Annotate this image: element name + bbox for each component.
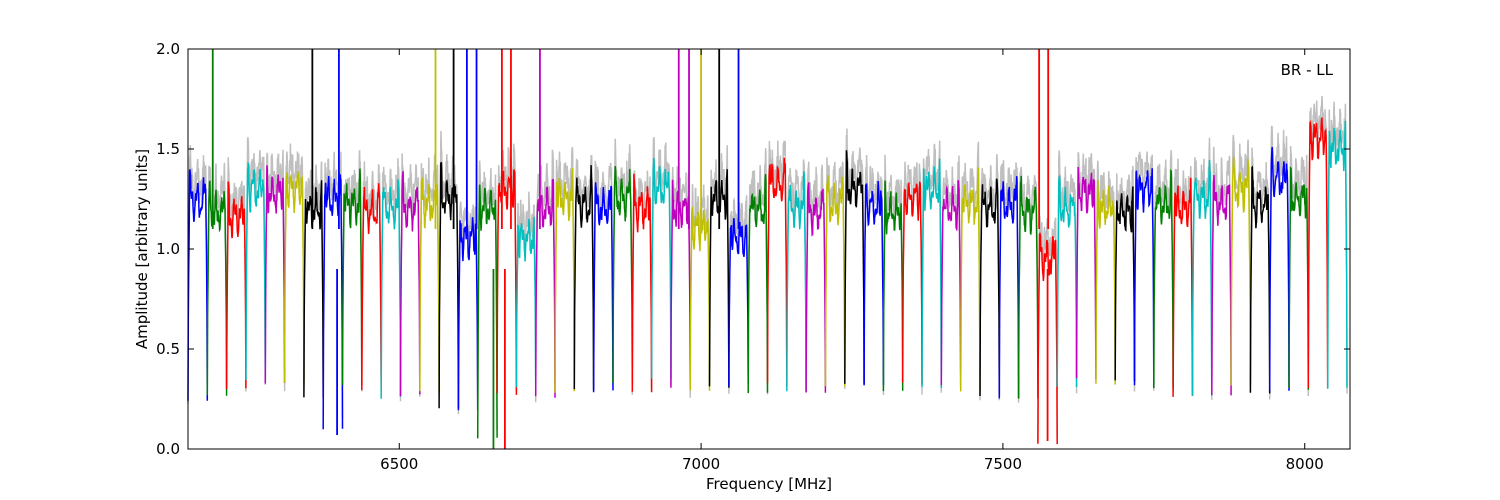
masked-series-line	[921, 140, 943, 395]
y-tick-label: 0.5	[156, 340, 180, 358]
series-line	[1211, 175, 1232, 396]
series-line	[225, 181, 247, 390]
series-line	[573, 165, 595, 390]
series-line	[1230, 156, 1252, 386]
series-line	[1307, 117, 1329, 389]
series-line	[476, 184, 498, 439]
series-line	[959, 167, 981, 392]
x-axis: 6500 7000 7500 8000	[380, 49, 1324, 473]
series-line	[728, 218, 749, 387]
series-line	[921, 158, 943, 389]
series-line	[1153, 168, 1174, 389]
y-tick-label: 2.0	[156, 40, 180, 58]
series-line	[380, 179, 402, 399]
series-line	[592, 182, 614, 393]
series-line	[670, 179, 691, 388]
series-line	[612, 165, 634, 384]
series-line	[187, 169, 209, 401]
x-axis-label: Frequency [MHz]	[706, 475, 832, 493]
masked-series-line	[786, 159, 807, 383]
series-line	[631, 173, 653, 393]
x-tick-label: 7000	[682, 455, 720, 473]
series-line	[341, 168, 363, 386]
series-line	[1075, 166, 1097, 380]
series-line	[206, 180, 228, 396]
series-line	[1017, 175, 1039, 399]
series-line	[824, 175, 846, 387]
y-tick-label: 0.0	[156, 440, 180, 458]
plot-annotation: BR - LL	[1281, 61, 1334, 79]
series-line	[1326, 120, 1348, 389]
series-line	[940, 180, 962, 386]
series-line	[766, 157, 788, 387]
series-line	[805, 182, 827, 393]
series-line	[863, 180, 885, 386]
series-layer	[187, 117, 1348, 445]
series-line	[399, 171, 421, 397]
spike-layer	[211, 49, 1050, 449]
series-line	[496, 169, 518, 395]
series-line	[844, 150, 865, 384]
series-line	[747, 174, 769, 394]
series-line	[979, 178, 1001, 397]
y-tick-label: 1.0	[156, 240, 180, 258]
series-line	[1133, 168, 1155, 388]
series-line	[650, 157, 672, 379]
series-line	[515, 216, 537, 388]
series-line	[1249, 165, 1271, 394]
series-line	[361, 183, 382, 391]
series-line	[534, 178, 556, 398]
x-tick-label: 8000	[1286, 455, 1324, 473]
series-line	[1114, 186, 1136, 382]
series-line	[457, 217, 479, 411]
series-line	[689, 206, 711, 391]
series-line	[882, 180, 904, 392]
series-line	[438, 162, 460, 409]
y-tick-label: 1.5	[156, 140, 180, 158]
y-axis: 0.0 0.5 1.0 1.5 2.0	[156, 40, 1350, 458]
series-line	[1056, 174, 1078, 388]
series-line	[1191, 159, 1213, 396]
series-line	[264, 165, 286, 384]
series-line	[1172, 177, 1194, 397]
series-line	[901, 181, 923, 384]
series-line	[283, 170, 305, 384]
series-line	[1268, 146, 1290, 392]
series-line	[786, 171, 807, 392]
series-line	[998, 176, 1020, 399]
x-tick-label: 6500	[380, 455, 418, 473]
x-tick-label: 7500	[984, 455, 1022, 473]
series-line	[1095, 180, 1116, 385]
series-line	[303, 180, 324, 399]
series-line	[554, 167, 576, 393]
series-line	[1288, 166, 1310, 390]
y-axis-label: Amplitude [arbitrary units]	[133, 149, 151, 349]
series-line	[245, 161, 267, 381]
masked-series-line	[187, 145, 209, 404]
series-line	[1037, 231, 1058, 445]
